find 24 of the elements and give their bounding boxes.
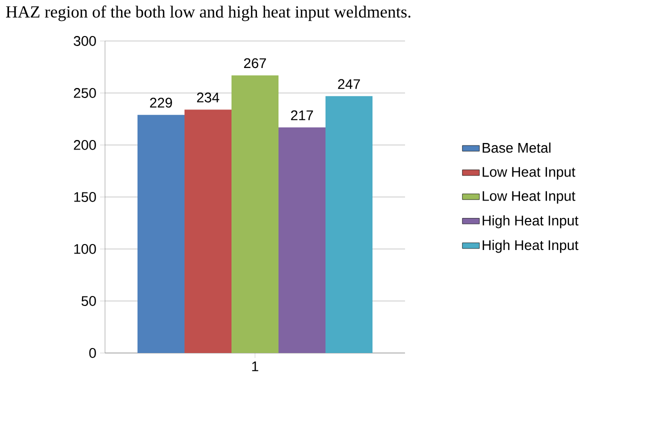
- bar: [138, 114, 185, 353]
- y-tick-label: 50: [82, 296, 96, 306]
- text: HAZ region of the both low and high heat input weldments.: [6, 6, 410, 22]
- data-label: 234: [197, 92, 220, 102]
- y-tick-label: 200: [74, 140, 96, 150]
- y-tick-label: 250: [74, 88, 96, 98]
- data-label: 229: [150, 98, 172, 108]
- legend-label: Base Metal: [482, 142, 550, 153]
- data-label: 217: [291, 110, 313, 120]
- legend-label: High Heat Input: [482, 215, 578, 228]
- legend-label: High Heat Input: [482, 240, 578, 253]
- y-tick-label: 0: [89, 348, 96, 358]
- bar: [326, 96, 373, 353]
- y-tick-label: 100: [74, 244, 96, 254]
- bar: [278, 127, 326, 353]
- legend-label: Low Heat Input: [482, 191, 576, 204]
- data-label: 247: [338, 79, 360, 89]
- data-label: 267: [244, 58, 266, 68]
- bar: [184, 110, 232, 353]
- bar: [232, 75, 279, 353]
- y-tick-label: 300: [74, 36, 96, 46]
- x-tick-label: 1: [252, 362, 258, 372]
- legend-label: Low Heat Input: [482, 167, 576, 180]
- y-tick-label: 150: [74, 192, 96, 202]
